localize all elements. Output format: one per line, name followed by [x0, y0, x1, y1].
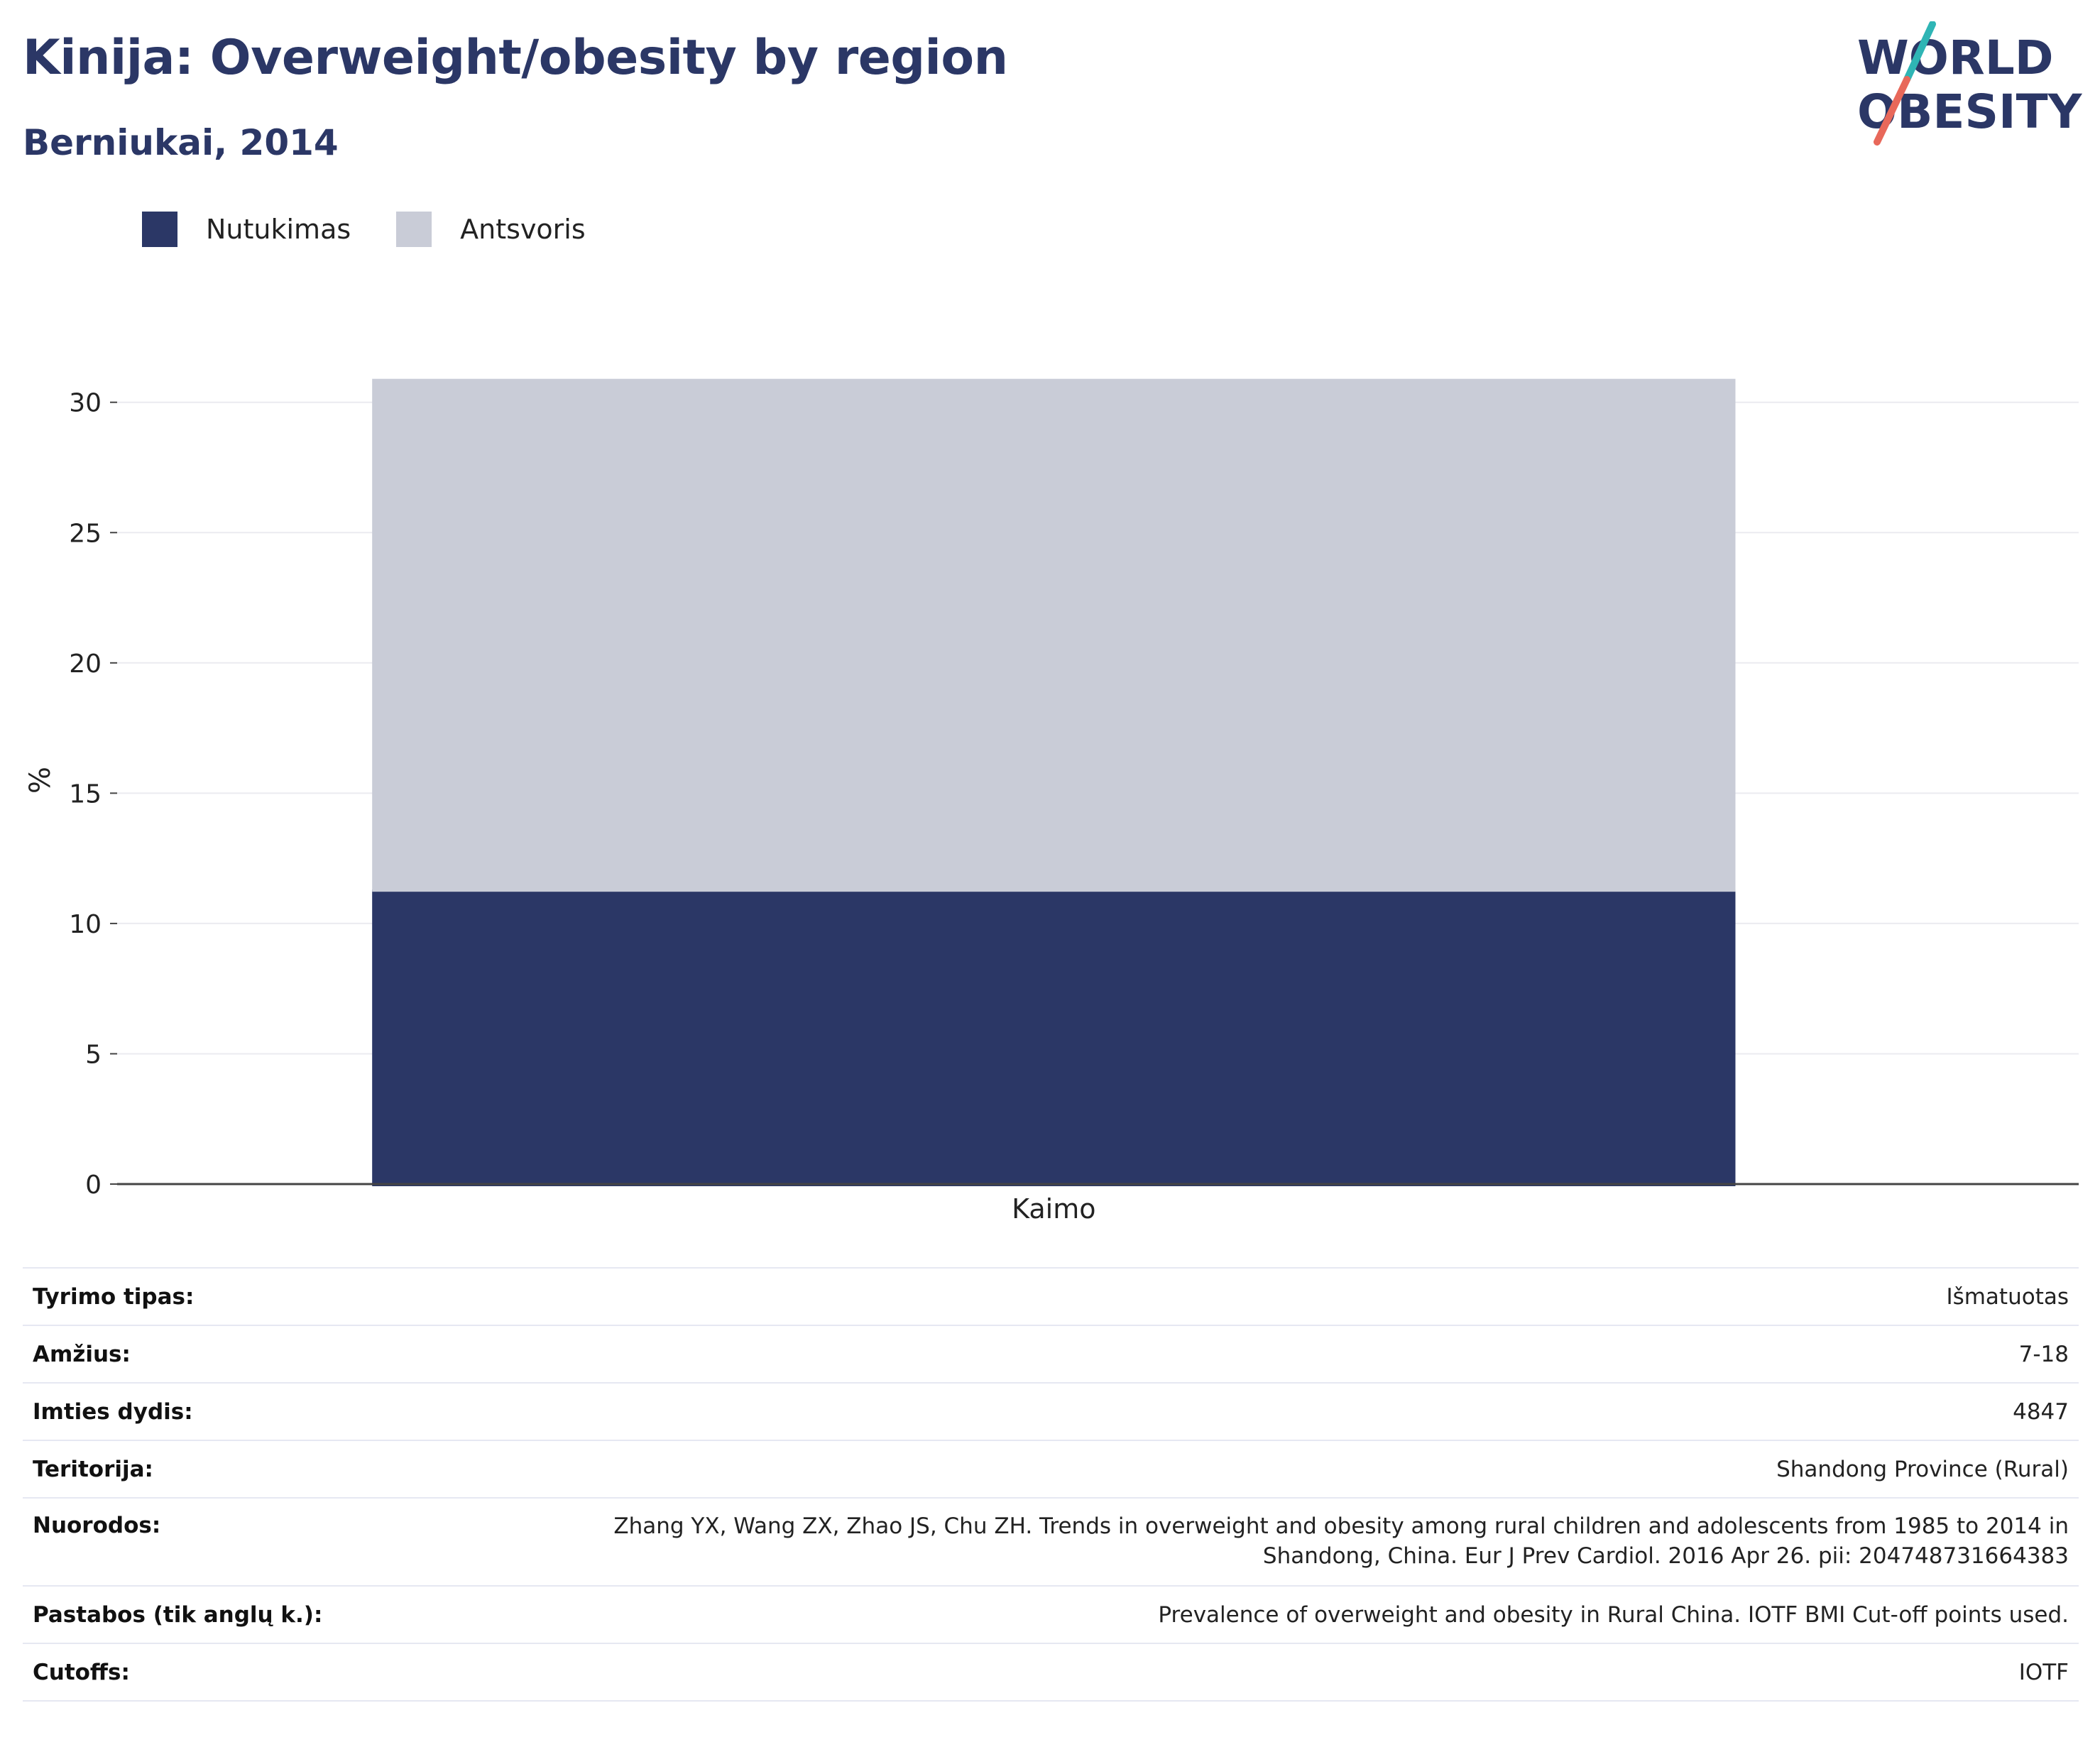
- meta-row-references: Nuorodos: Zhang YX, Wang ZX, Zhao JS, Ch…: [23, 1498, 2079, 1586]
- legend-item-overweight[interactable]: Antsvoris: [396, 212, 586, 247]
- reference-line-2: Shandong, China. Eur J Prev Cardiol. 201…: [1262, 1543, 2069, 1569]
- logo-line1: WORLD: [1857, 31, 2054, 85]
- x-tick-label: Kaimo: [1012, 1193, 1095, 1225]
- meta-row-sample-size: Imties dydis: 4847: [23, 1383, 2079, 1440]
- y-tick-label: 30: [69, 389, 102, 418]
- chart-title: Kinija: Overweight/obesity by region: [23, 30, 1008, 86]
- meta-value: Prevalence of overweight and obesity in …: [1158, 1601, 2069, 1628]
- legend-label-obesity: Nutukimas: [206, 214, 351, 245]
- bar-obesity: [372, 889, 1736, 1186]
- reference-line-1: Zhang YX, Wang ZX, Zhao JS, Chu ZH. Tren…: [613, 1513, 2069, 1539]
- logo-stroke-teal: [1903, 21, 1936, 83]
- meta-value-references: Zhang YX, Wang ZX, Zhao JS, Chu ZH. Tren…: [540, 1498, 2079, 1586]
- meta-value: Shandong Province (Rural): [1776, 1456, 2069, 1482]
- y-tick-label: 20: [69, 650, 102, 679]
- y-tick-label: 5: [85, 1040, 102, 1069]
- meta-row-cutoffs: Cutoffs: IOTF: [23, 1643, 2079, 1701]
- meta-key: Pastabos (tik anglų k.):: [33, 1601, 323, 1628]
- meta-key: Tyrimo tipas:: [33, 1283, 195, 1310]
- meta-row-survey-type: Tyrimo tipas: Išmatuotas: [23, 1268, 2079, 1325]
- meta-key: Imties dydis:: [33, 1398, 193, 1425]
- legend-swatch-overweight: [396, 212, 432, 247]
- meta-key: Nuorodos:: [33, 1513, 161, 1538]
- meta-key: Teritorija:: [33, 1456, 153, 1482]
- y-axis-label: %: [24, 767, 57, 794]
- meta-value: 4847: [2013, 1398, 2069, 1425]
- bar-overweight: [372, 378, 1736, 892]
- world-obesity-logo: WORLD OBESITY: [1857, 21, 2083, 146]
- legend-swatch-obesity: [142, 212, 177, 247]
- meta-value: 7-18: [2018, 1341, 2069, 1367]
- legend-label-overweight: Antsvoris: [460, 214, 586, 245]
- y-tick-label: 25: [69, 519, 102, 548]
- study-details-table: Tyrimo tipas: Išmatuotas Amžius: 7-18 Im…: [23, 1267, 2079, 1702]
- meta-value: Išmatuotas: [1946, 1283, 2069, 1310]
- meta-key: Amžius:: [33, 1341, 131, 1367]
- meta-row-area: Teritorija: Shandong Province (Rural): [23, 1440, 2079, 1498]
- stacked-bar-chart: 0 5 10 15 20 25 30% Kaimo: [24, 378, 2079, 1225]
- meta-row-notes: Pastabos (tik anglų k.): Prevalence of o…: [23, 1586, 2079, 1643]
- chart-subtitle: Berniukai, 2014: [23, 122, 339, 163]
- meta-row-age: Amžius: 7-18: [23, 1325, 2079, 1383]
- y-tick-label: 10: [69, 910, 102, 939]
- logo-stroke-red: [1874, 76, 1910, 146]
- legend-item-obesity[interactable]: Nutukimas: [142, 212, 351, 247]
- y-tick-label: 0: [85, 1171, 102, 1200]
- chart-legend: Nutukimas Antsvoris: [142, 212, 631, 247]
- y-tick-label: 15: [69, 779, 102, 809]
- meta-value: IOTF: [2018, 1659, 2069, 1685]
- meta-key: Cutoffs:: [33, 1659, 130, 1685]
